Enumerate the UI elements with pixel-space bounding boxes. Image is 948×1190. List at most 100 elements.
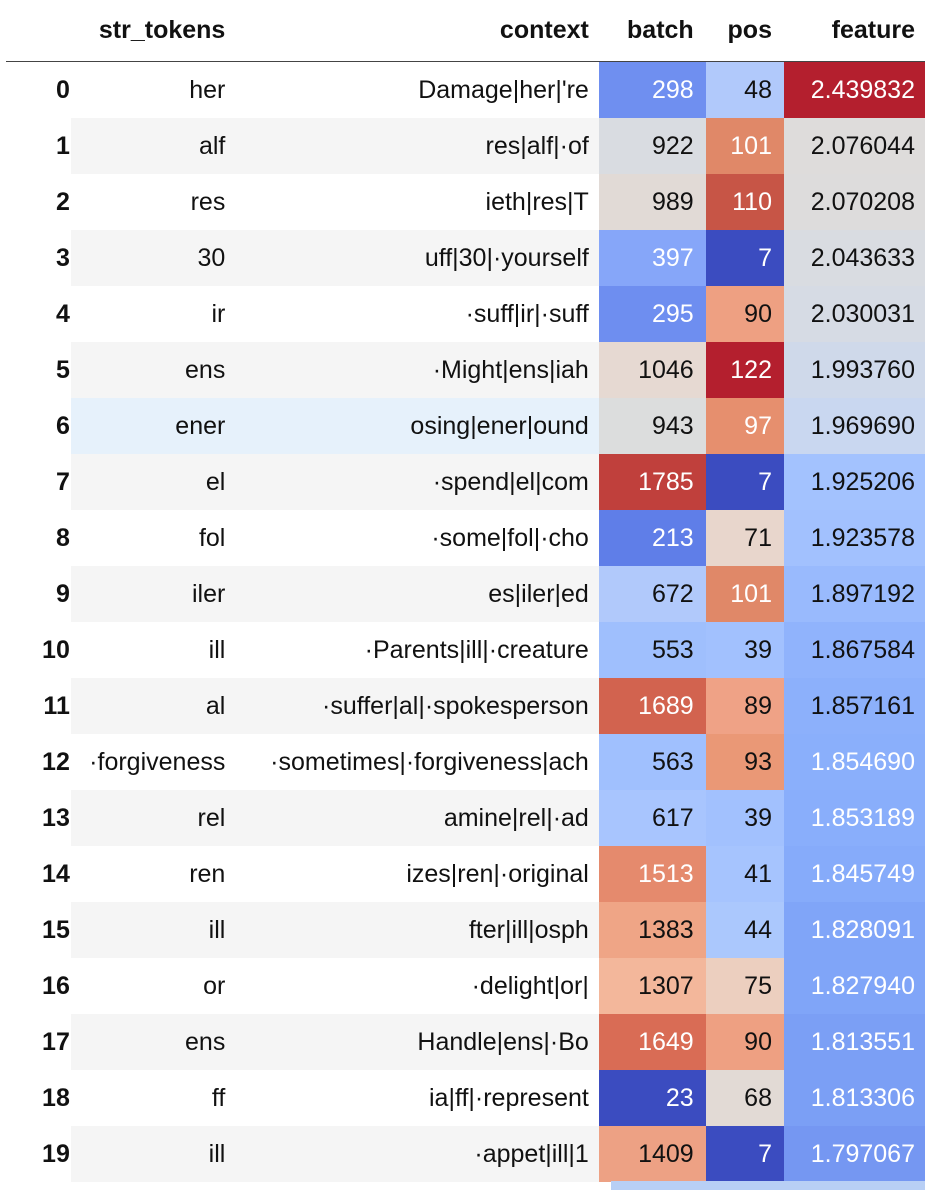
pos-cell: 89 (705, 678, 784, 734)
feature-cell: 1.813306 (783, 1070, 925, 1126)
str-tokens-cell: el (70, 454, 236, 510)
table-row[interactable]: 17 ens Handle|ens|·Bo 1649 90 1.813551 (6, 1014, 925, 1070)
batch-cell: 989 (598, 174, 706, 230)
str-tokens-cell: ener (70, 398, 236, 454)
table-row[interactable]: 14 ren izes|ren|·original 1513 41 1.845749 (6, 846, 925, 902)
context-cell: ·delight|or| (235, 958, 599, 1014)
context-cell: ia|ff|·represent (235, 1070, 599, 1126)
batch-cell: 1307 (598, 958, 706, 1014)
table-row[interactable]: 12 ·forgiveness ·sometimes|·forgiveness|ac… (6, 734, 925, 790)
batch-cell: 672 (598, 566, 706, 622)
batch-cell: 1513 (598, 846, 706, 902)
next-row-feature-cell-edge (781, 1181, 925, 1190)
batch-cell: 943 (598, 398, 706, 454)
str-tokens-cell: 30 (70, 230, 236, 286)
table-row[interactable]: 7 el ·spend|el|com 1785 7 1.925206 (6, 454, 925, 510)
pos-cell: 39 (705, 790, 784, 846)
feature-cell: 2.043633 (783, 230, 925, 286)
context-cell: ·some|fol|·cho (235, 510, 599, 566)
str-tokens-cell: al (70, 678, 236, 734)
table-row[interactable]: 6 ener osing|ener|ound 943 97 1.969690 (6, 398, 925, 454)
str-tokens-cell: ill (70, 622, 236, 678)
table-row[interactable]: 13 rel amine|rel|·ad 617 39 1.853189 (6, 790, 925, 846)
context-cell: fter|ill|osph (235, 902, 599, 958)
table-row[interactable]: 0 her Damage|her|'re 298 48 2.439832 (6, 61, 925, 118)
pos-cell: 44 (705, 902, 784, 958)
next-row-batch-cell-edge (611, 1181, 709, 1190)
table-row[interactable]: 5 ens ·Might|ens|iah 1046 122 1.993760 (6, 342, 925, 398)
feature-cell: 2.070208 (783, 174, 925, 230)
table-row[interactable]: 3 30 uff|30|·yourself 397 7 2.043633 (6, 230, 925, 286)
batch-cell: 213 (598, 510, 706, 566)
context-cell: izes|ren|·original (235, 846, 599, 902)
pos-cell: 39 (705, 622, 784, 678)
row-index: 7 (55, 467, 70, 496)
context-cell: osing|ener|ound (235, 398, 599, 454)
pos-cell: 97 (705, 398, 784, 454)
table-row[interactable]: 10 ill ·Parents|ill|·creature 553 39 1.867584 (6, 622, 925, 678)
table-row[interactable]: 18 ff ia|ff|·represent 23 68 1.813306 (6, 1070, 925, 1126)
row-index: 3 (55, 243, 70, 272)
batch-cell: 563 (598, 734, 706, 790)
str-tokens-cell: fol (70, 510, 236, 566)
feature-cell: 1.828091 (783, 902, 925, 958)
context-column-header: context (235, 0, 599, 62)
batch-cell: 397 (598, 230, 706, 286)
pos-cell: 7 (705, 230, 784, 286)
table-row[interactable]: 19 ill ·appet|ill|1 1409 7 1.797067 (6, 1126, 925, 1182)
str-tokens-cell: or (70, 958, 236, 1014)
batch-cell: 1046 (598, 342, 706, 398)
feature-cell: 1.897192 (783, 566, 925, 622)
next-row-pos-cell-edge (709, 1181, 781, 1190)
batch-cell: 1785 (598, 454, 706, 510)
feature-cell: 1.925206 (783, 454, 925, 510)
str-tokens-cell: alf (70, 118, 236, 174)
batch-cell: 922 (598, 118, 706, 174)
feature-cell: 1.853189 (783, 790, 925, 846)
feature-cell: 1.857161 (783, 678, 925, 734)
index-column-header (6, 0, 71, 62)
table-row[interactable]: 2 res ieth|res|T 989 110 2.070208 (6, 174, 925, 230)
context-cell: amine|rel|·ad (235, 790, 599, 846)
batch-cell: 1383 (598, 902, 706, 958)
header-row: str_tokens context batch pos feature (6, 0, 925, 62)
pos-cell: 7 (705, 454, 784, 510)
str-tokens-cell: ·forgiveness (70, 734, 236, 790)
row-index: 10 (42, 635, 70, 664)
feature-cell: 1.923578 (783, 510, 925, 566)
context-cell: res|alf|·of (235, 118, 599, 174)
batch-cell: 23 (598, 1070, 706, 1126)
row-index: 17 (42, 1027, 70, 1056)
table-row[interactable]: 9 iler es|iler|ed 672 101 1.897192 (6, 566, 925, 622)
feature-cell: 2.030031 (783, 286, 925, 342)
feature-cell: 1.854690 (783, 734, 925, 790)
row-index: 12 (42, 747, 70, 776)
str-tokens-cell: rel (70, 790, 236, 846)
str-tokens-cell: ens (70, 342, 236, 398)
feature-cell: 2.076044 (783, 118, 925, 174)
pos-cell: 41 (705, 846, 784, 902)
context-cell: ·spend|el|com (235, 454, 599, 510)
row-index: 1 (55, 131, 70, 160)
table-row[interactable]: 11 al ·suffer|al|·spokesperson 1689 89 1.8571… (6, 678, 925, 734)
str-tokens-column-header: str_tokens (70, 0, 236, 62)
feature-column-header: feature (783, 0, 925, 62)
table-header: str_tokens context batch pos feature (6, 0, 925, 62)
str-tokens-cell: iler (70, 566, 236, 622)
table-row[interactable]: 1 alf res|alf|·of 922 101 2.076044 (6, 118, 925, 174)
batch-cell: 1689 (598, 678, 706, 734)
row-index: 11 (43, 691, 70, 720)
row-index: 6 (55, 411, 70, 440)
pos-cell: 75 (705, 958, 784, 1014)
feature-activations-table: str_tokens context batch pos feature 0 he… (6, 0, 925, 1182)
pos-cell: 68 (705, 1070, 784, 1126)
table-row[interactable]: 8 fol ·some|fol|·cho 213 71 1.923578 (6, 510, 925, 566)
table-row[interactable]: 15 ill fter|ill|osph 1383 44 1.828091 (6, 902, 925, 958)
table-row[interactable]: 4 ir ·suff|ir|·suff 295 90 2.030031 (6, 286, 925, 342)
context-cell: uff|30|·yourself (235, 230, 599, 286)
row-index: 5 (55, 355, 70, 384)
context-cell: ·Parents|ill|·creature (235, 622, 599, 678)
table-body: 0 her Damage|her|'re 298 48 2.439832 1 alf res|a… (6, 61, 925, 1182)
table-row[interactable]: 16 or ·delight|or| 1307 75 1.827940 (6, 958, 925, 1014)
context-cell: ·suff|ir|·suff (235, 286, 599, 342)
